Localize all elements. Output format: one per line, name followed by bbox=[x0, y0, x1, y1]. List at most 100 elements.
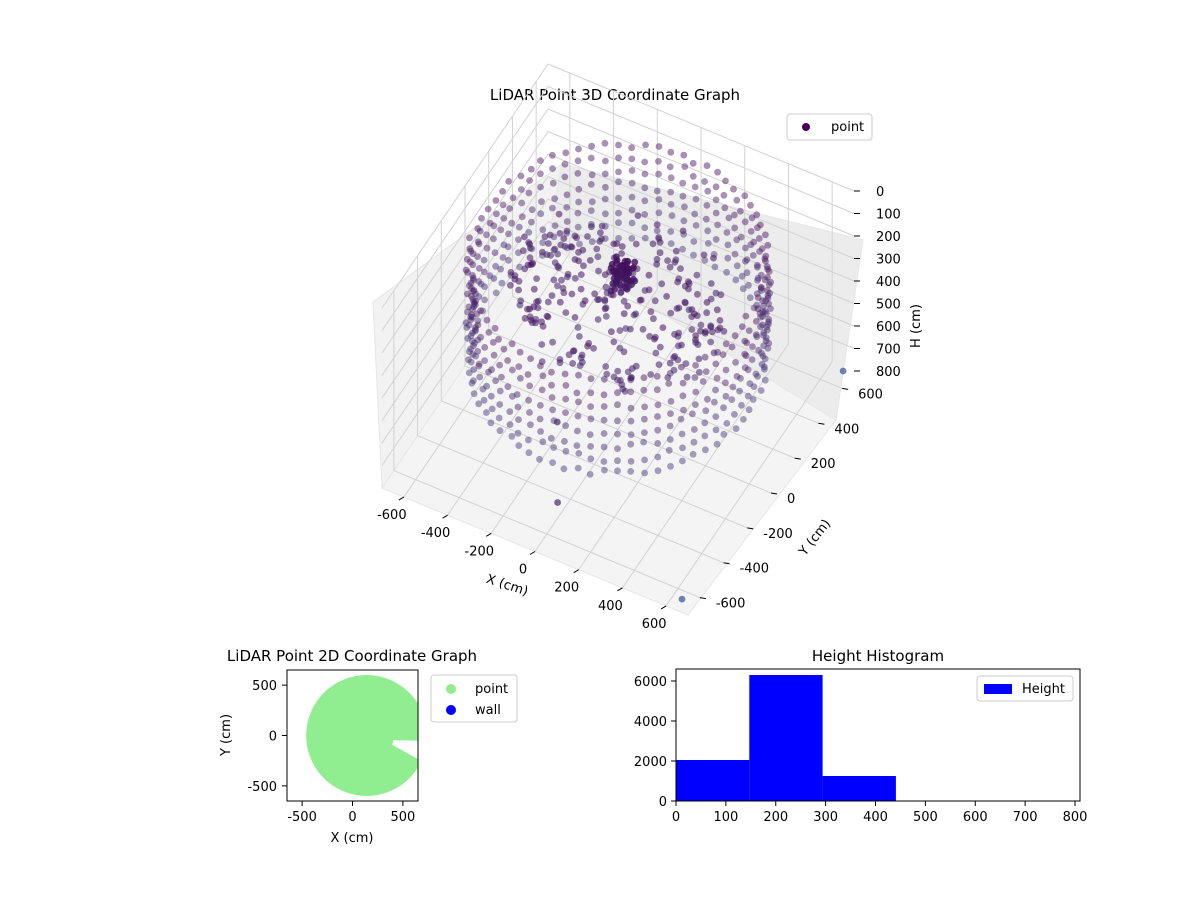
data-point bbox=[474, 321, 482, 329]
data-point bbox=[602, 363, 610, 370]
data-point bbox=[722, 366, 730, 374]
data-point bbox=[653, 221, 661, 229]
grid-line bbox=[512, 295, 819, 424]
data-point bbox=[747, 228, 755, 235]
data-point bbox=[588, 171, 596, 179]
data-point bbox=[573, 234, 580, 242]
data-point bbox=[554, 282, 561, 290]
data-point bbox=[641, 456, 648, 464]
data-point bbox=[495, 414, 503, 422]
data-point bbox=[688, 313, 696, 320]
data-point bbox=[516, 301, 524, 309]
y-tick-label: 500 bbox=[252, 679, 277, 694]
data-point bbox=[723, 420, 731, 427]
data-point bbox=[702, 446, 709, 454]
data-point bbox=[732, 276, 740, 284]
legend-height-marker bbox=[984, 684, 1012, 694]
data-point bbox=[764, 274, 771, 281]
data-point bbox=[504, 243, 512, 251]
data-point bbox=[469, 337, 476, 345]
data-point bbox=[703, 162, 711, 170]
data-point bbox=[641, 158, 649, 166]
data-point bbox=[665, 380, 673, 387]
data-point bbox=[602, 313, 610, 320]
data-point bbox=[733, 373, 741, 380]
data-point bbox=[464, 335, 471, 342]
data-point bbox=[565, 351, 573, 359]
data-point bbox=[762, 334, 770, 342]
data-point bbox=[731, 211, 738, 219]
data-point bbox=[753, 301, 761, 309]
data-point bbox=[641, 429, 648, 436]
data-point bbox=[509, 392, 516, 400]
data-point bbox=[499, 188, 506, 195]
data-point bbox=[701, 419, 709, 427]
data-point bbox=[753, 333, 761, 341]
data-point bbox=[754, 274, 762, 282]
data-point bbox=[710, 254, 717, 262]
data-point bbox=[667, 462, 674, 470]
data-point bbox=[764, 241, 772, 249]
legend-point-marker bbox=[446, 684, 456, 694]
data-point bbox=[471, 300, 478, 307]
data-point bbox=[534, 304, 542, 312]
data-point bbox=[767, 278, 775, 286]
data-point bbox=[595, 267, 602, 275]
data-point bbox=[667, 410, 674, 417]
data-point bbox=[704, 395, 711, 403]
data-point bbox=[703, 299, 711, 306]
data-point bbox=[587, 415, 595, 423]
data-point bbox=[475, 240, 483, 248]
data-point bbox=[602, 283, 610, 291]
histogram-bar bbox=[749, 675, 823, 801]
legend-point-label: point bbox=[831, 120, 864, 135]
data-point bbox=[757, 387, 765, 394]
data-point bbox=[737, 233, 745, 241]
data-point bbox=[655, 361, 663, 368]
data-point bbox=[654, 413, 661, 420]
grid-line bbox=[381, 198, 549, 444]
data-point bbox=[728, 343, 736, 351]
data-point bbox=[561, 437, 568, 445]
data-point bbox=[465, 303, 473, 311]
data-point bbox=[620, 297, 628, 305]
data-point bbox=[760, 302, 767, 310]
data-point bbox=[466, 348, 473, 355]
data-point bbox=[627, 388, 635, 396]
data-point bbox=[527, 165, 535, 173]
data-point bbox=[498, 373, 505, 381]
data-point bbox=[555, 264, 563, 272]
data-point bbox=[765, 316, 773, 323]
data-point bbox=[763, 323, 771, 331]
data-point bbox=[601, 271, 609, 278]
y-tick-label: 0 bbox=[659, 795, 667, 810]
data-point bbox=[576, 240, 583, 248]
data-point bbox=[629, 269, 637, 277]
data-point bbox=[741, 350, 749, 358]
data-point bbox=[647, 371, 655, 378]
data-point bbox=[470, 377, 477, 385]
data-point bbox=[551, 195, 559, 203]
data-point bbox=[525, 436, 532, 444]
data-point bbox=[733, 236, 741, 244]
data-point bbox=[767, 305, 774, 312]
grid-line bbox=[665, 361, 833, 607]
data-point bbox=[477, 280, 485, 288]
data-point bbox=[492, 262, 499, 270]
z-tick-label: 100 bbox=[876, 208, 901, 223]
data-point bbox=[562, 422, 569, 430]
data-point bbox=[763, 287, 771, 294]
data-point bbox=[478, 214, 485, 222]
x-tick bbox=[617, 587, 623, 592]
data-point bbox=[587, 154, 595, 162]
data-point bbox=[561, 243, 569, 250]
data-point bbox=[537, 428, 544, 435]
data-point bbox=[548, 394, 556, 401]
grid-line bbox=[547, 153, 855, 282]
data-point bbox=[576, 362, 584, 369]
data-point bbox=[759, 308, 767, 316]
data-point bbox=[704, 227, 712, 235]
y-tick bbox=[842, 387, 849, 390]
data-point bbox=[614, 417, 621, 425]
data-point bbox=[664, 374, 672, 381]
